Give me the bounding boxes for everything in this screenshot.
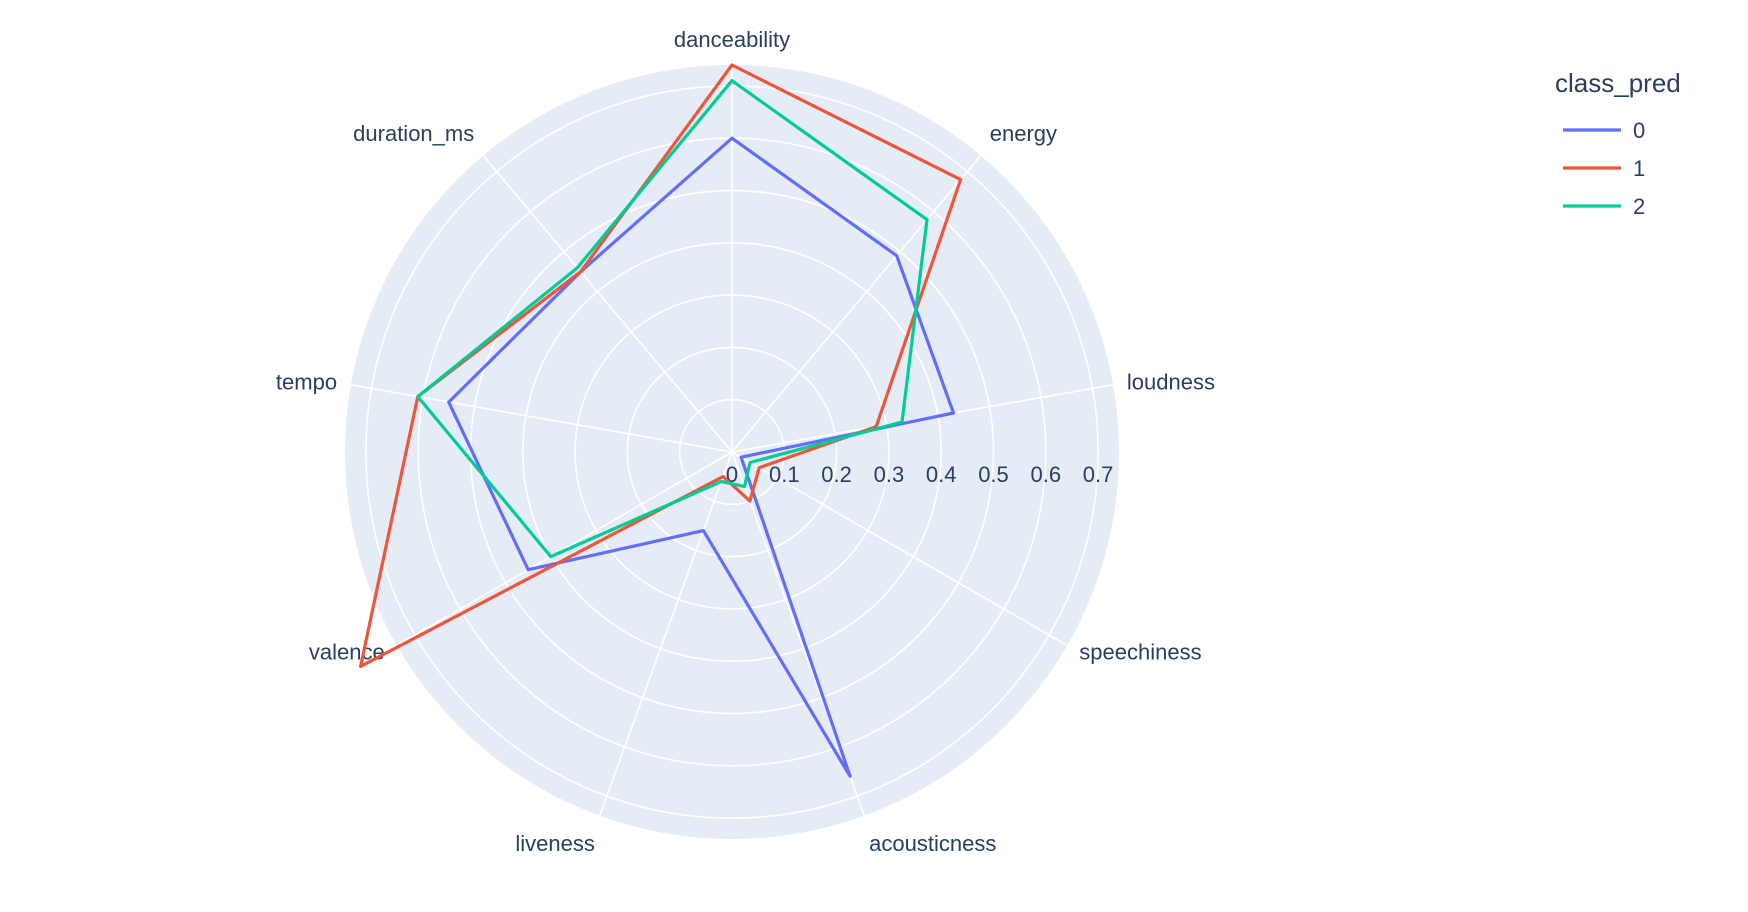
angular-axis-labels: danceability energy loudness speechiness aco… [276,27,1215,856]
axis-label-liveness: liveness [515,831,594,856]
legend-item-0[interactable]: 0 [1563,118,1645,143]
axis-label-acousticness: acousticness [869,831,996,856]
series-trace-1[interactable] [359,63,963,669]
legend-label: 0 [1633,118,1645,143]
grid-spoke [350,384,733,453]
radial-tick-label: 0.6 [1030,462,1061,487]
radial-tick-label: 0.5 [978,462,1009,487]
legend-item-1[interactable]: 1 [1563,156,1645,181]
series-trace-2[interactable] [416,79,929,559]
grid-spoke [482,155,733,453]
axis-label-duration-ms: duration_ms [353,121,474,146]
legend-title: class_pred [1555,68,1681,98]
radial-tick-label: 0.4 [926,462,957,487]
legend-item-2[interactable]: 2 [1563,194,1645,219]
radial-tick-labels: 0 0.1 0.2 0.3 0.4 0.5 0.6 0.7 [726,462,1114,487]
series-traces [359,63,963,778]
axis-label-speechiness: speechiness [1079,640,1201,665]
legend-label: 2 [1633,194,1645,219]
grid-spoke [396,451,733,647]
radial-tick-label: 0.2 [821,462,852,487]
grid-spoke [598,451,733,816]
series-trace-0[interactable] [447,136,956,778]
radial-tick-label: 0.7 [1083,462,1114,487]
axis-label-tempo: tempo [276,369,337,394]
legend-label: 1 [1633,156,1645,181]
grid-spoke [731,451,1068,647]
axis-label-energy: energy [990,121,1057,146]
axis-label-loudness: loudness [1127,369,1215,394]
grid-spoke [731,155,982,453]
axis-label-danceability: danceability [674,27,790,52]
radial-tick-label: 0.3 [874,462,905,487]
radial-tick-label: 0.1 [769,462,800,487]
legend[interactable]: class_pred 0 1 2 [1555,68,1681,219]
